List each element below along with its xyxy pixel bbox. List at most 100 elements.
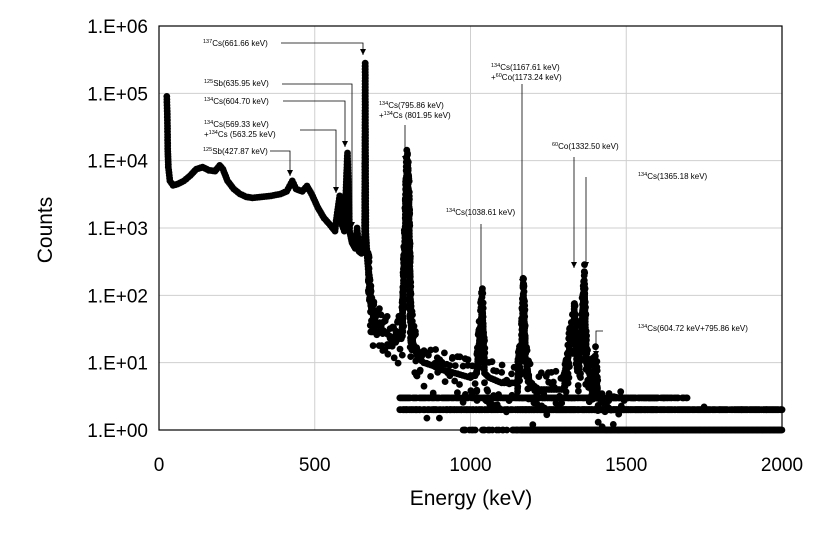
data-point [390,354,398,362]
data-point [592,343,599,351]
y-tick-label: 1.E+04 [87,152,148,173]
data-point [365,258,373,266]
data-point [516,377,523,385]
data-point [526,360,534,368]
peak-arrowhead [360,49,366,55]
peak-leader-line [282,83,353,228]
data-point [441,378,449,385]
data-point [593,367,601,374]
data-point [405,213,413,221]
data-point [700,403,708,411]
plot-frame [158,25,783,431]
data-point [582,303,589,311]
data-point [474,361,482,369]
data-point [373,331,381,339]
peak-label-line2: +60Co(1173.24 keV) [491,73,562,82]
peak-annotations: 137Cs(661.66 keV) 125Sb(635.95 keV) 134Cs(… [203,39,748,357]
peak-label: 134Cs(795.86 keV) [379,101,444,110]
data-point [376,305,383,313]
data-point [538,369,545,377]
data-point [483,386,491,394]
peak-label-line2: +134Cs (563.25 keV) [204,130,276,139]
data-point [581,313,589,321]
data-point [565,374,573,382]
peak-label: 134Cs(569.33 keV) [204,120,269,129]
data-point [399,313,407,321]
y-tick-labels: 1.E+00 1.E+01 1.E+02 1.E+03 1.E+04 1.E+05 1.E+… [87,17,148,442]
y-tick-label: 1.E+06 [87,17,148,38]
data-point [575,363,583,370]
data-point [451,362,459,369]
data-point [441,349,448,357]
data-point [480,331,487,339]
peak-label: 125Sb(427.87 keV) [203,147,268,156]
data-point [399,332,406,340]
data-point [384,350,392,358]
y-tick-label: 1.E+00 [87,421,148,442]
data-point [479,304,487,312]
peak-leader-line [283,100,346,147]
data-point [574,382,582,389]
data-point [367,287,375,295]
data-point [458,406,466,414]
x-tick-label: 1500 [605,455,647,476]
data-point [480,365,488,373]
peak-arrowhead [342,141,348,147]
peak-leader-line [595,330,603,357]
peak-label: 125Sb(635.95 keV) [204,79,269,88]
data-point [528,379,536,387]
data-point [379,330,387,337]
data-point [451,377,459,385]
data-point [405,177,413,185]
data-point [508,370,515,378]
peak-label: 134Cs(1365.18 keV) [638,172,708,181]
peak-leader-line [270,150,291,176]
data-point [521,302,529,309]
data-point [405,231,413,239]
y-tick-label: 1.E+03 [87,219,148,240]
data-point [521,313,529,320]
data-point [427,346,435,354]
data-point [716,406,724,414]
data-point [412,330,419,338]
data-point [369,342,377,349]
data-point [583,336,590,344]
data-point [575,387,582,395]
data-point [456,381,463,388]
data-point [572,311,579,319]
peak-leader-line [300,129,337,193]
data-point [498,361,506,369]
y-tick-label: 1.E+01 [87,354,148,375]
data-point [494,406,501,414]
data-point [434,368,442,376]
data-point [520,296,528,304]
data-point [481,349,489,357]
data-point [586,377,593,385]
data-point [406,267,414,275]
data-point [683,394,691,402]
data-point [493,367,500,375]
data-point [433,406,441,414]
data-point [400,278,408,286]
peak-arrowhead [583,262,589,268]
x-tick-label: 0 [154,455,165,476]
data-point [581,321,589,328]
data-point [523,347,531,354]
data-point [581,285,589,292]
data-point [468,362,476,370]
data-point [521,334,529,342]
peak-label: 134Cs(604.70 keV) [204,97,269,106]
data-point [498,369,506,376]
data-point [514,383,522,390]
data-point [404,165,412,172]
data-point [566,363,573,370]
peak-arrowhead [478,291,484,297]
data-point [400,303,408,311]
data-point [529,421,537,429]
peak-arrowhead [593,351,599,357]
data-point [438,363,445,371]
y-tick-label: 1.E+02 [87,286,148,307]
data-point [367,282,375,290]
data-point [370,298,378,306]
